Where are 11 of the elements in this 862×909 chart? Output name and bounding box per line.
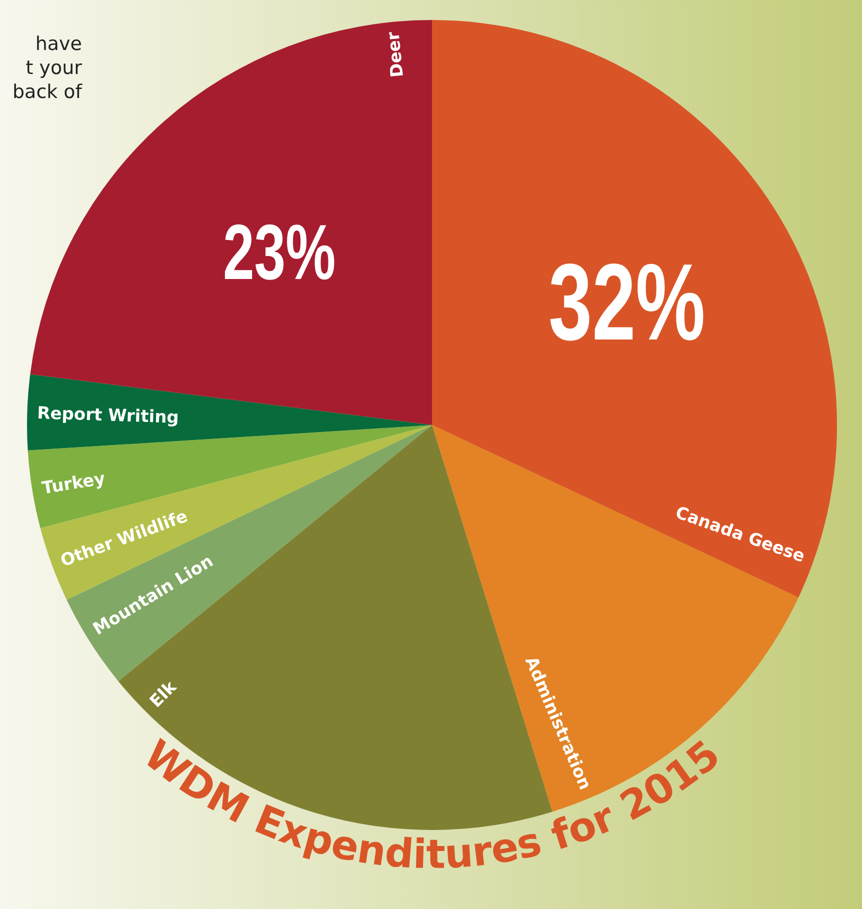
text: back of [12, 81, 84, 103]
text: have [35, 33, 82, 55]
pie-slice [432, 20, 836, 598]
slice-label: Elk [146, 676, 182, 712]
slice-label: Report Writing [36, 404, 180, 428]
data-label: 23% [222, 209, 336, 296]
text: t your [26, 57, 82, 79]
pie-slice [27, 374, 432, 450]
data-label: 32% [548, 242, 706, 364]
slice-label: Turkey [40, 468, 107, 499]
slice-label: Deer [384, 30, 408, 78]
